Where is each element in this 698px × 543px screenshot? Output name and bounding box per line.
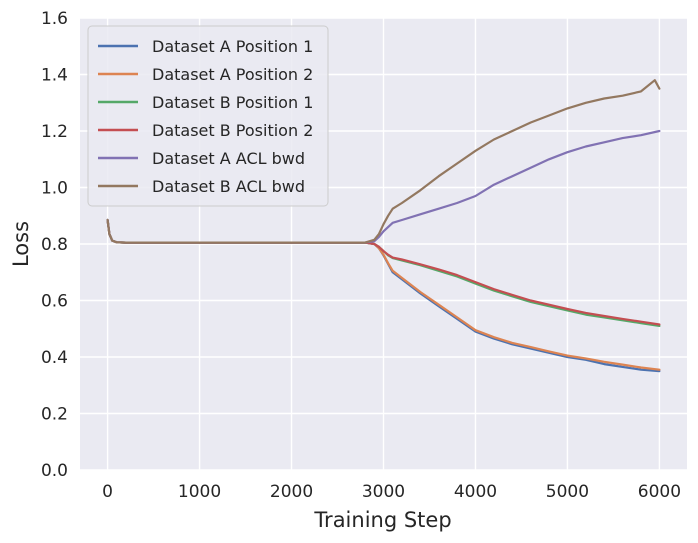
series-lines: [106, 79, 661, 373]
y-tick-label: 0.4: [41, 348, 68, 368]
legend-label: Dataset A ACL bwd: [152, 149, 305, 168]
y-tick-label: 0.8: [41, 235, 68, 255]
x-tick-label: 1000: [178, 482, 221, 502]
y-tick-labels: 0.0 0.2 0.4 0.6 0.8 1.0 1.2 1.4 1.6: [41, 9, 68, 481]
x-tick-labels: 0 1000 2000 3000 4000 5000 6000: [102, 482, 681, 502]
x-tick-label: 3000: [362, 482, 405, 502]
legend-label: Dataset B Position 1: [152, 93, 313, 112]
x-tick-label: 6000: [638, 482, 681, 502]
legend-box: [87, 25, 329, 207]
y-tick-label: 1.4: [41, 66, 68, 86]
x-tick-label: 0: [102, 482, 113, 502]
x-axis-label: Training Step: [313, 508, 451, 532]
y-tick-label: 0.0: [41, 461, 68, 481]
y-axis-label: Loss: [9, 221, 33, 267]
x-tick-label: 5000: [546, 482, 589, 502]
y-tick-label: 1.0: [41, 179, 68, 199]
legend-label: Dataset A Position 1: [152, 37, 313, 56]
series-line-dataset-b-acl-bwd: [106, 79, 661, 244]
x-tick-label: 2000: [270, 482, 313, 502]
y-tick-label: 0.6: [41, 292, 68, 312]
x-tick-label: 4000: [454, 482, 497, 502]
legend-label: Dataset B Position 2: [152, 121, 313, 140]
legend-label: Dataset B ACL bwd: [152, 177, 305, 196]
y-tick-label: 1.2: [41, 122, 68, 142]
legend: Dataset A Position 1 Dataset A Position 2…: [87, 25, 329, 207]
legend-label: Dataset A Position 2: [152, 65, 313, 84]
y-tick-label: 0.2: [41, 405, 68, 425]
y-tick-label: 1.6: [41, 9, 68, 29]
